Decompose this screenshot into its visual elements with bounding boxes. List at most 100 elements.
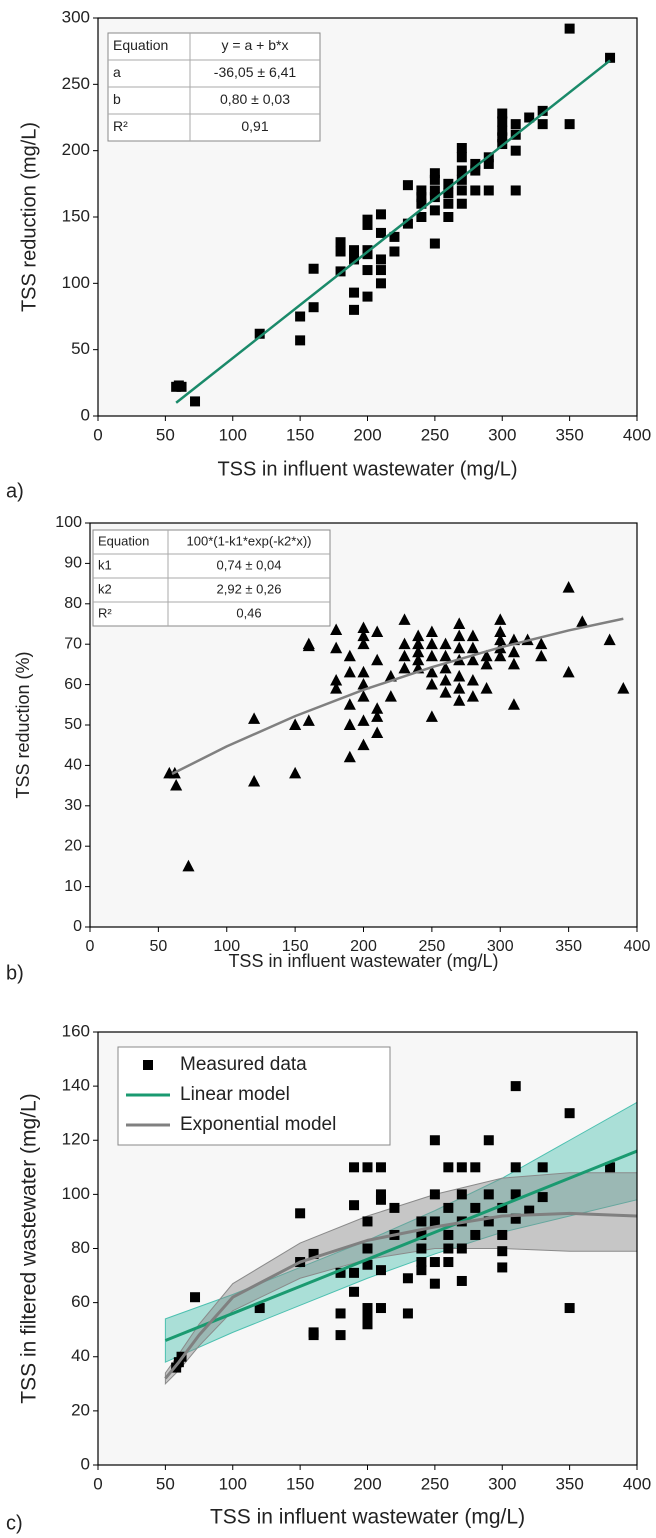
data-point: [425, 678, 438, 690]
x-tick-label: 350: [555, 938, 582, 955]
data-point: [470, 1202, 481, 1213]
data-point: [453, 669, 466, 682]
data-point: [362, 1319, 373, 1330]
x-tick-label: 100: [219, 425, 247, 444]
y-tick-label: 60: [64, 676, 82, 693]
x-axis-label: TSS in influent wastewater (mg/L): [217, 458, 517, 480]
data-point: [605, 1162, 616, 1173]
data-point: [439, 649, 452, 662]
y-tick-label: 80: [64, 595, 82, 612]
data-point: [497, 1262, 508, 1273]
data-point: [362, 214, 373, 225]
data-point: [308, 1330, 319, 1341]
data-point: [190, 1292, 201, 1303]
data-point: [470, 1229, 481, 1240]
data-point: [497, 1202, 508, 1213]
panel-label: b): [6, 962, 24, 984]
data-point: [357, 738, 370, 751]
data-point: [362, 219, 373, 230]
data-point: [375, 1194, 386, 1205]
fit-line: [164, 1211, 638, 1380]
data-point: [349, 254, 360, 265]
data-point: [170, 779, 183, 791]
data-point: [375, 1162, 386, 1173]
data-point: [507, 698, 520, 710]
data-point: [362, 1216, 373, 1227]
data-point: [330, 641, 343, 654]
table-cell: 0,74 ± 0,04: [217, 557, 282, 572]
data-point: [330, 673, 343, 686]
table-cell: Equation: [113, 37, 168, 53]
x-tick-label: 100: [213, 938, 240, 955]
data-point: [510, 1081, 521, 1092]
data-point: [439, 661, 452, 674]
y-tick-label: 80: [71, 1238, 90, 1257]
y-tick-label: 60: [71, 1292, 90, 1311]
data-point: [343, 698, 356, 710]
data-point: [429, 1135, 440, 1146]
data-point: [576, 615, 589, 627]
panel-label: a): [6, 480, 24, 502]
data-point: [375, 278, 386, 289]
x-tick-label: 300: [487, 938, 514, 955]
x-tick-label: 0: [86, 938, 95, 955]
data-point: [443, 1243, 454, 1254]
data-point: [510, 185, 521, 196]
data-point: [295, 1208, 306, 1219]
data-point: [375, 265, 386, 276]
data-point: [443, 198, 454, 209]
data-point: [480, 649, 493, 662]
data-point: [375, 1265, 386, 1276]
data-point: [483, 1216, 494, 1227]
data-point: [425, 665, 438, 678]
data-point: [398, 661, 411, 674]
data-point: [302, 639, 315, 652]
data-point: [535, 637, 548, 650]
legend-label: Measured data: [180, 1054, 307, 1075]
y-tick-label: 70: [64, 635, 82, 652]
data-point: [443, 188, 454, 199]
y-axis-label: TSS in filtered wastewater (mg/L): [18, 1093, 41, 1403]
y-axis-label: TSS reduction (mg/L): [18, 122, 40, 312]
x-tick-label: 150: [286, 1474, 314, 1493]
data-point: [456, 185, 467, 196]
x-tick-label: 250: [421, 425, 449, 444]
data-point: [349, 304, 360, 315]
data-point: [362, 1259, 373, 1270]
data-point: [398, 613, 411, 625]
data-point: [466, 673, 479, 686]
data-point: [335, 1267, 346, 1278]
data-point: [371, 625, 384, 638]
data-point: [357, 714, 370, 726]
data-point: [456, 143, 467, 154]
data-point: [507, 657, 520, 670]
data-point: [466, 653, 479, 666]
table-cell: k2: [98, 581, 112, 596]
data-point: [429, 205, 440, 216]
y-tick-label: 20: [64, 837, 82, 854]
table-cell: y = a + b*x: [222, 37, 289, 53]
data-point: [330, 682, 343, 694]
data-point: [384, 690, 397, 702]
table-cell: b: [113, 91, 121, 107]
y-tick-label: 300: [62, 7, 90, 26]
data-point: [507, 645, 520, 658]
table-cell: 0,91: [241, 118, 268, 134]
data-point: [494, 613, 507, 625]
y-tick-label: 250: [62, 74, 90, 93]
y-tick-label: 10: [64, 878, 82, 895]
data-point: [371, 710, 384, 722]
data-point: [494, 625, 507, 638]
data-point: [494, 633, 507, 646]
data-point: [254, 328, 265, 339]
data-point: [357, 665, 370, 678]
y-tick-label: 0: [73, 918, 82, 935]
data-point: [425, 637, 438, 650]
x-tick-label: 300: [488, 425, 516, 444]
data-point: [443, 1162, 454, 1173]
data-point: [349, 1286, 360, 1297]
fit-line: [164, 1149, 638, 1342]
table-cell: Equation: [98, 533, 149, 548]
data-point: [494, 649, 507, 662]
y-axis-label: TSS reduction (%): [13, 651, 33, 798]
